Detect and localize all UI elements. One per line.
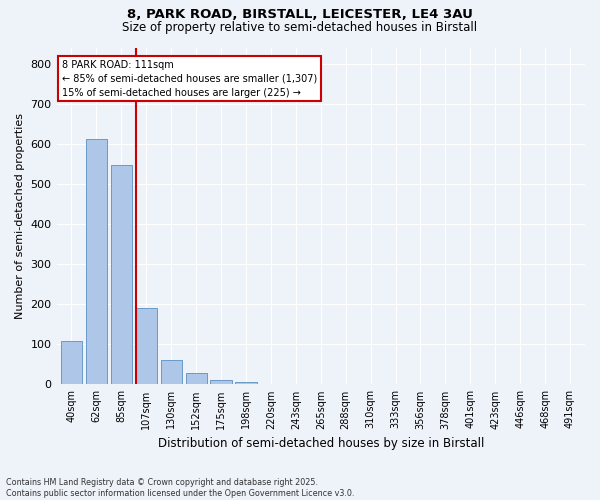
Bar <box>211 380 232 384</box>
Bar <box>136 308 157 384</box>
Bar <box>86 140 107 384</box>
Bar <box>61 340 82 384</box>
Bar <box>111 165 132 384</box>
Y-axis label: Number of semi-detached properties: Number of semi-detached properties <box>15 113 25 319</box>
Bar <box>161 360 182 384</box>
X-axis label: Distribution of semi-detached houses by size in Birstall: Distribution of semi-detached houses by … <box>158 437 484 450</box>
Text: 8, PARK ROAD, BIRSTALL, LEICESTER, LE4 3AU: 8, PARK ROAD, BIRSTALL, LEICESTER, LE4 3… <box>127 8 473 20</box>
Text: Size of property relative to semi-detached houses in Birstall: Size of property relative to semi-detach… <box>122 21 478 34</box>
Bar <box>185 373 207 384</box>
Text: Contains HM Land Registry data © Crown copyright and database right 2025.
Contai: Contains HM Land Registry data © Crown c… <box>6 478 355 498</box>
Text: 8 PARK ROAD: 111sqm
← 85% of semi-detached houses are smaller (1,307)
15% of sem: 8 PARK ROAD: 111sqm ← 85% of semi-detach… <box>62 60 317 98</box>
Bar <box>235 382 257 384</box>
